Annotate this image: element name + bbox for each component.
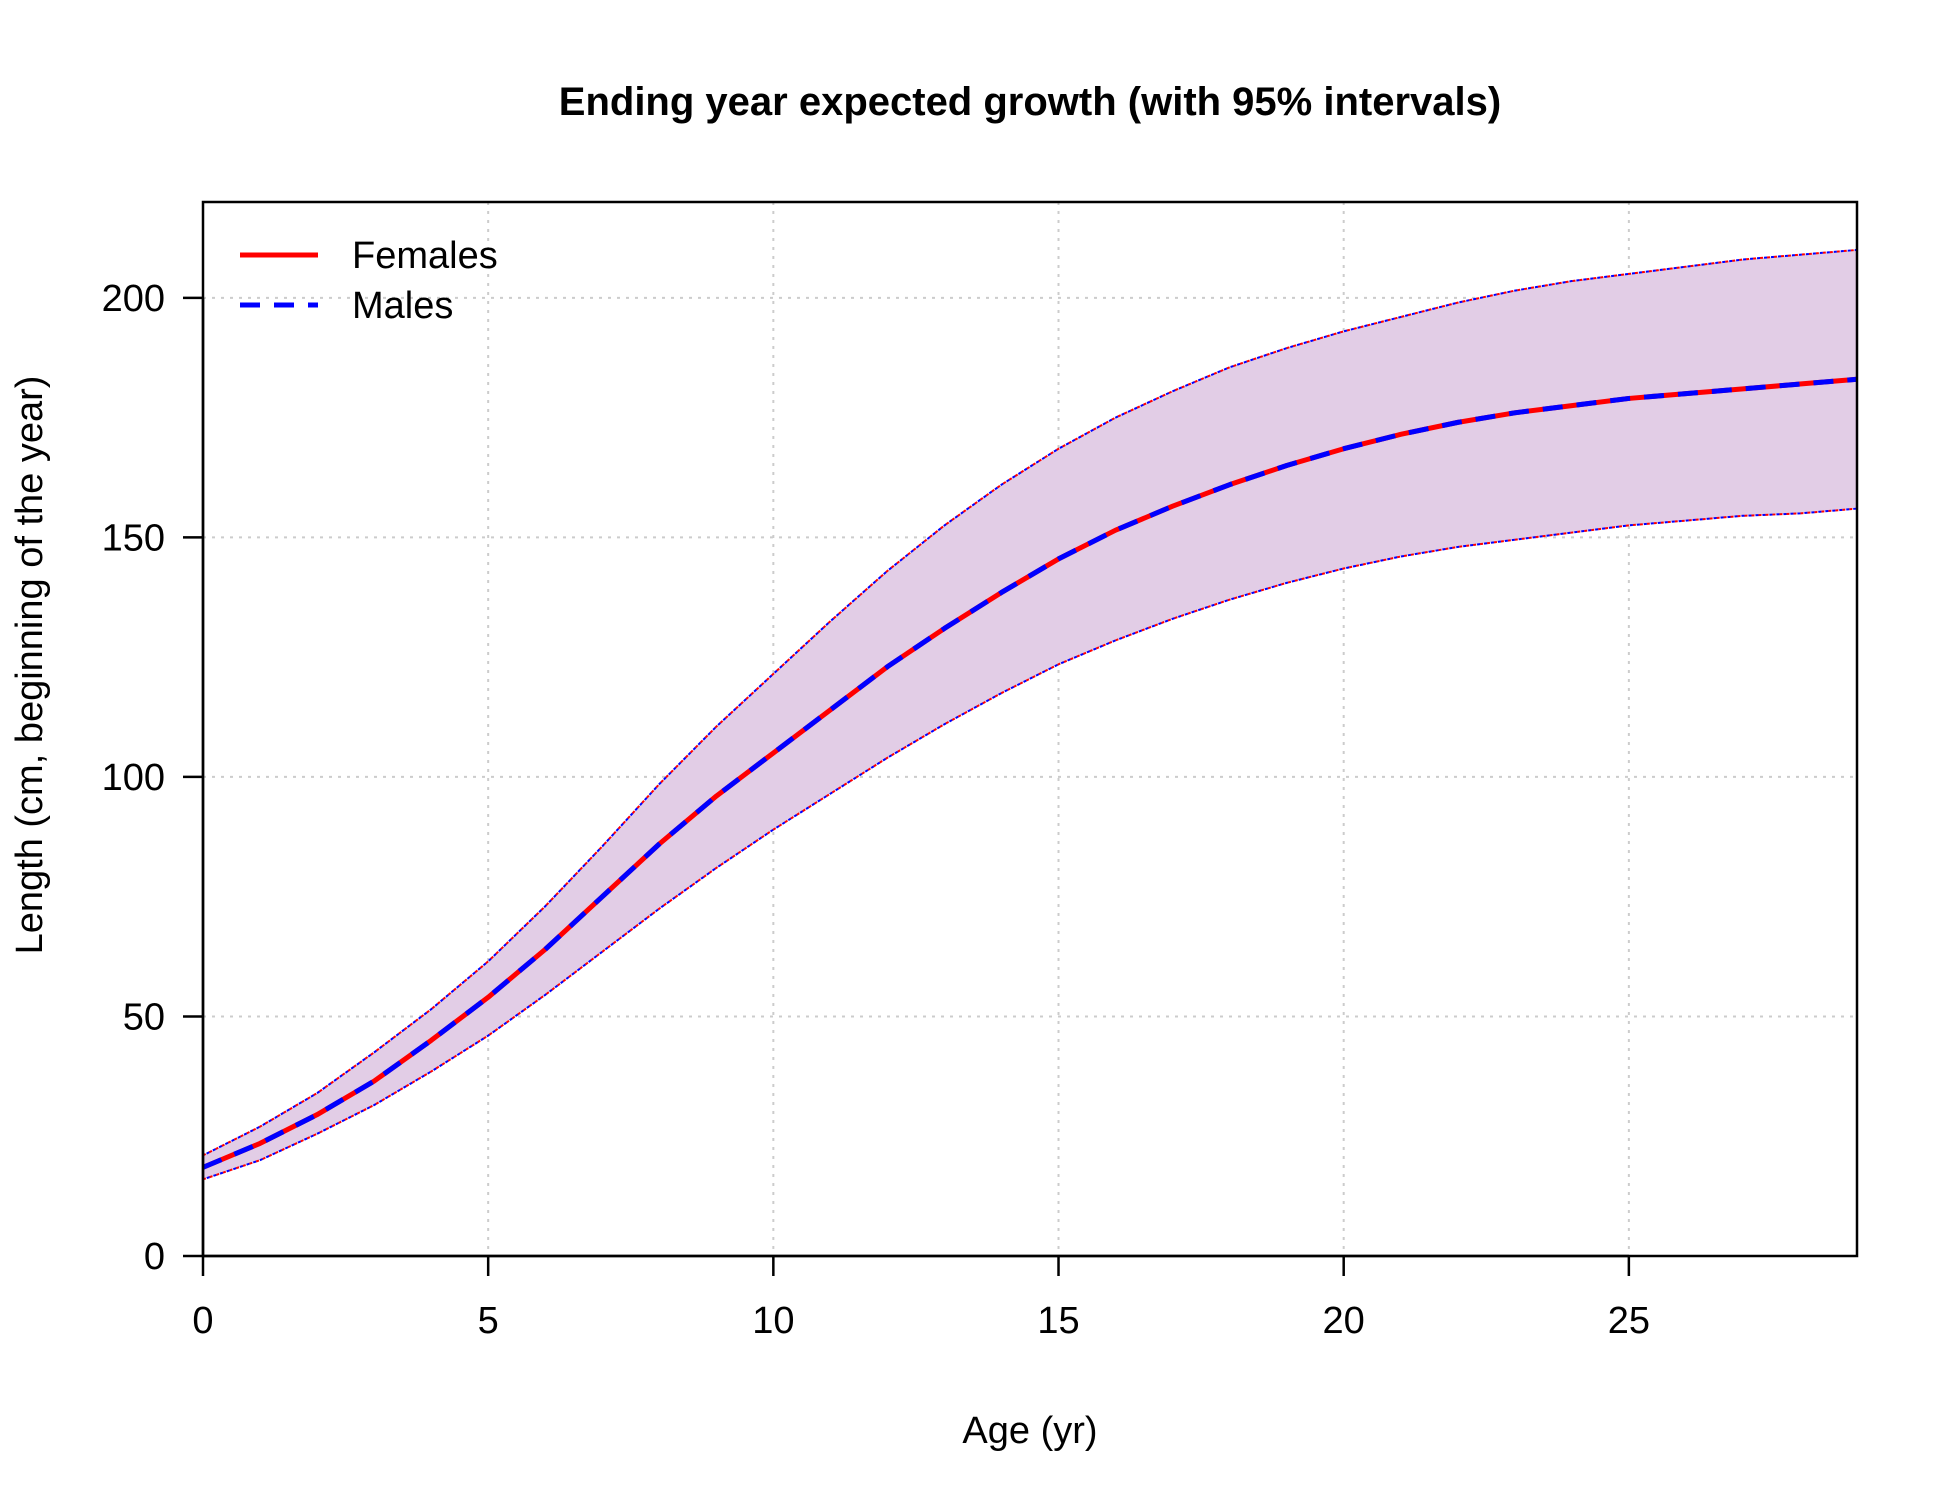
x-tick-label: 25 xyxy=(1608,1300,1650,1342)
y-tick-label: 150 xyxy=(102,517,165,559)
legend-label-females: Females xyxy=(352,235,498,277)
x-tick-label: 10 xyxy=(752,1300,794,1342)
x-tick-label: 5 xyxy=(478,1300,499,1342)
interval-upper-males xyxy=(202,248,1858,1157)
interval-lower-females xyxy=(202,507,1858,1181)
x-tick-label: 15 xyxy=(1037,1300,1079,1342)
legend-label-males: Males xyxy=(352,285,453,327)
legend: Females Males xyxy=(240,235,498,327)
interval-upper-females xyxy=(202,248,1858,1157)
y-tick-label: 50 xyxy=(123,996,165,1038)
y-tick-label: 100 xyxy=(102,757,165,799)
interval-lower-males xyxy=(202,507,1858,1181)
chart-title: Ending year expected growth (with 95% in… xyxy=(559,80,1501,124)
x-axis-label: Age (yr) xyxy=(962,1410,1097,1452)
y-tick-label: 200 xyxy=(102,278,165,320)
x-tick-label: 20 xyxy=(1323,1300,1365,1342)
confidence-band xyxy=(203,249,1857,1180)
y-axis-label: Length (cm, beginning of the year) xyxy=(9,376,51,955)
y-tick-label: 0 xyxy=(144,1236,165,1278)
x-tick-label: 0 xyxy=(192,1300,213,1342)
series-line-males xyxy=(202,376,1858,1170)
